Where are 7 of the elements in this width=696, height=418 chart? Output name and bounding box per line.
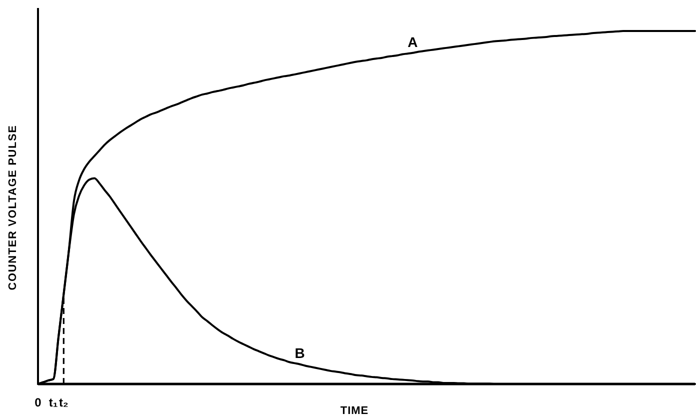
x-tick-label: t₁ [48,396,58,410]
x-tick-label: 0 [34,396,42,410]
series-label: B [294,345,305,362]
x-axis-title: TIME [340,405,369,417]
series-label: A [408,34,418,50]
y-axis-title: COUNTER VOLTAGE PULSE [7,124,19,290]
x-tick-label: t₂ [59,396,68,410]
